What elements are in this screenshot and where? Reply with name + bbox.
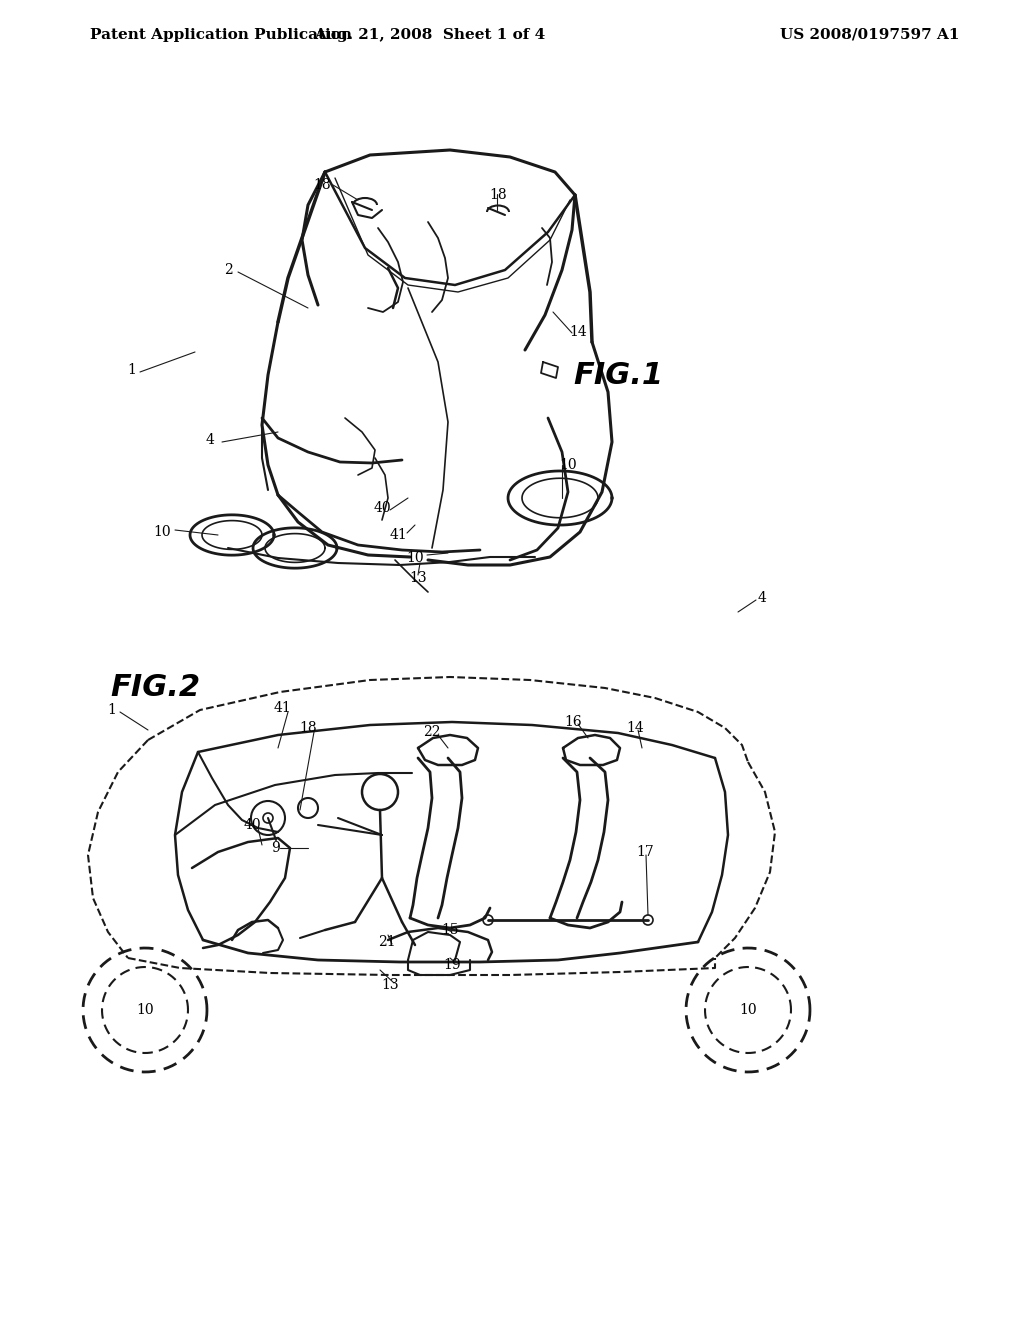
Text: 21: 21 bbox=[378, 935, 396, 949]
Text: 18: 18 bbox=[299, 721, 316, 735]
Text: 22: 22 bbox=[423, 725, 440, 739]
Text: US 2008/0197597 A1: US 2008/0197597 A1 bbox=[780, 28, 959, 42]
Text: 4: 4 bbox=[758, 591, 766, 605]
Text: 10: 10 bbox=[136, 1003, 154, 1016]
Circle shape bbox=[483, 915, 493, 925]
Text: 18: 18 bbox=[313, 178, 331, 191]
Text: 10: 10 bbox=[739, 1003, 757, 1016]
Text: 2: 2 bbox=[223, 263, 232, 277]
Text: 41: 41 bbox=[273, 701, 291, 715]
Text: 16: 16 bbox=[564, 715, 582, 729]
Text: 10: 10 bbox=[559, 458, 577, 473]
Text: 40: 40 bbox=[373, 502, 391, 515]
Text: 41: 41 bbox=[389, 528, 407, 543]
Text: 40: 40 bbox=[243, 818, 261, 832]
Text: Aug. 21, 2008  Sheet 1 of 4: Aug. 21, 2008 Sheet 1 of 4 bbox=[314, 28, 546, 42]
Text: 19: 19 bbox=[443, 958, 461, 972]
Text: FIG.2: FIG.2 bbox=[110, 673, 200, 702]
Text: 14: 14 bbox=[626, 721, 644, 735]
Text: 15: 15 bbox=[441, 923, 459, 937]
Text: 10: 10 bbox=[154, 525, 171, 539]
Text: 1: 1 bbox=[108, 704, 117, 717]
Text: 14: 14 bbox=[569, 325, 587, 339]
Text: 17: 17 bbox=[636, 845, 654, 859]
Text: 9: 9 bbox=[270, 841, 280, 855]
Text: 4: 4 bbox=[206, 433, 214, 447]
Circle shape bbox=[643, 915, 653, 925]
Text: 13: 13 bbox=[381, 978, 398, 993]
Text: 18: 18 bbox=[489, 187, 507, 202]
Text: Patent Application Publication: Patent Application Publication bbox=[90, 28, 352, 42]
Text: 13: 13 bbox=[410, 572, 427, 585]
Text: FIG.1: FIG.1 bbox=[573, 360, 664, 389]
Text: 1: 1 bbox=[128, 363, 136, 378]
Text: 10: 10 bbox=[407, 550, 424, 565]
